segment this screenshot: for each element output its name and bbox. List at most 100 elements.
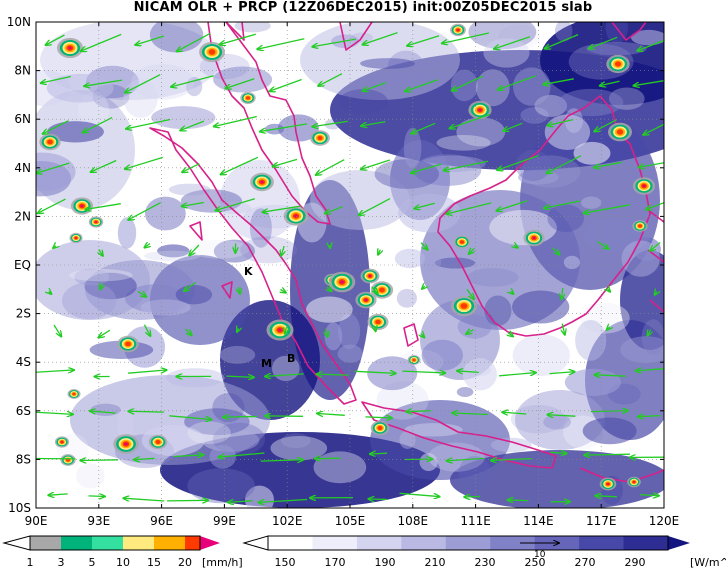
wind-vector-arrow (371, 286, 379, 294)
wind-vector-arrow (633, 80, 664, 85)
wind-vector-arrow (324, 206, 343, 214)
y-tick-label: 6N (14, 112, 31, 126)
wind-vector-arrow (420, 242, 428, 251)
wind-vector-arrow (37, 198, 66, 214)
gridlines (36, 22, 664, 508)
precip-cell-intense (412, 358, 416, 362)
olr-label: 150 (275, 556, 296, 569)
prcp-color-box (154, 536, 185, 550)
olr-cloud-patch (324, 119, 341, 130)
olr-colorbar: 150 170 190 210 230 250 270 290 10 [W/m^2] (242, 535, 726, 569)
wind-vector-arrow (36, 370, 75, 373)
wind-vector-arrow (369, 453, 388, 454)
wind-vector-arrow (546, 118, 574, 126)
wind-vector-arrow (497, 75, 536, 90)
wind-vector-arrow (311, 120, 348, 127)
precip-cell-extreme (456, 29, 460, 31)
precip-cell-intense (460, 303, 468, 309)
wind-vector-arrow (607, 288, 611, 293)
precip-cell-extreme (75, 237, 77, 239)
precip-cell-intense (377, 425, 383, 431)
wind-vector-arrow (496, 200, 528, 211)
y-tick-label: 8N (14, 64, 31, 78)
olr-cloud-patch (47, 121, 104, 143)
wind-vector-arrow (421, 334, 425, 338)
precip-cell-extreme (478, 108, 482, 112)
olr-cloud-patch (586, 41, 647, 56)
wind-vector-arrow (597, 241, 609, 250)
wind-vector-arrow (225, 78, 255, 89)
olr-color-box (579, 536, 624, 550)
olr-cloud-patch (564, 368, 622, 396)
x-tick-label: 120E (649, 514, 680, 528)
olr-label: 190 (375, 556, 396, 569)
precip-cell-intense (208, 49, 216, 55)
olr-cloud-patch (131, 64, 195, 100)
sumatra-coast (149, 127, 357, 405)
precip-cell-intense (614, 61, 622, 67)
y-tick-label: 4S (16, 355, 31, 369)
wind-vector-arrow (327, 287, 332, 292)
prcp-bar-frame (29, 535, 201, 551)
olr-cloud-patch (498, 24, 540, 50)
wind-vector-arrow (227, 501, 253, 503)
wind-vector-arrow (493, 36, 531, 49)
olr-cloud-patch (580, 302, 630, 334)
wind-vector-arrow (508, 333, 514, 337)
wind-vector-arrow (49, 292, 52, 295)
olr-cloud-patch (403, 127, 422, 169)
precip-cell-extreme (260, 180, 264, 184)
wind-vector-arrow (124, 156, 163, 169)
wind-vector-arrow (593, 119, 617, 132)
wind-vector-arrow (378, 250, 381, 256)
wind-vector-arrow (354, 371, 397, 373)
wind-vector-arrow (590, 411, 629, 412)
wind-vector-arrow (549, 372, 576, 374)
wind-vector-arrow (445, 202, 492, 214)
wind-vector-arrow (547, 415, 576, 417)
wind-vector-arrow (226, 376, 255, 377)
wind-vector-arrow (181, 201, 204, 207)
wind-vector-arrow (260, 460, 304, 461)
wind-vector-arrow (173, 455, 205, 457)
y-tick-label: EQ (14, 258, 31, 272)
wind-vector-arrow (219, 33, 256, 45)
olr-cloud-patch (396, 288, 417, 308)
precip-cell-extreme (95, 221, 97, 223)
olr-cloud-patch (456, 117, 506, 147)
y-tick-label: 2N (14, 209, 31, 223)
wind-vector-arrow (511, 291, 515, 294)
wind-vector-arrow (583, 204, 631, 214)
olr-cloud-patch (360, 58, 415, 69)
wind-vector-arrow (405, 411, 431, 412)
olr-cloud-patch (621, 240, 660, 277)
wind-vector-arrow (181, 163, 200, 173)
wind-vector-arrow (583, 454, 631, 455)
x-tick-label: 93E (87, 514, 110, 528)
olr-cloud-patch (374, 159, 439, 189)
wind-vector-arrow (362, 31, 398, 45)
olr-cloud-patch (338, 313, 361, 350)
x-tick-label: 114E (523, 514, 554, 528)
prcp-color-box (123, 536, 154, 550)
wind-vector-arrow (183, 281, 197, 291)
wind-vector-arrow (176, 32, 211, 52)
wind-vector-arrow (170, 75, 214, 87)
wind-vector-arrow (402, 371, 446, 373)
olr-cloud-patch (436, 135, 491, 151)
wind-vector-arrow (647, 330, 651, 337)
station-label-b: B (287, 352, 295, 365)
olr-cloud-patch (145, 196, 186, 231)
precip-cell-intense (125, 341, 131, 347)
prcp-color-box (61, 536, 92, 550)
prcp-label: 15 (147, 556, 161, 569)
olr-label: 250 (525, 556, 546, 569)
wind-vector-arrow (280, 289, 286, 293)
wind-vector-arrow (127, 411, 164, 412)
olr-cloud-patch (423, 251, 442, 272)
precip-cell-intense (155, 439, 161, 445)
olr-cloud-patch (573, 141, 611, 165)
wind-vector-arrow (144, 244, 150, 249)
olr-cloud-patch (421, 339, 463, 371)
prcp-label: 10 (116, 556, 130, 569)
